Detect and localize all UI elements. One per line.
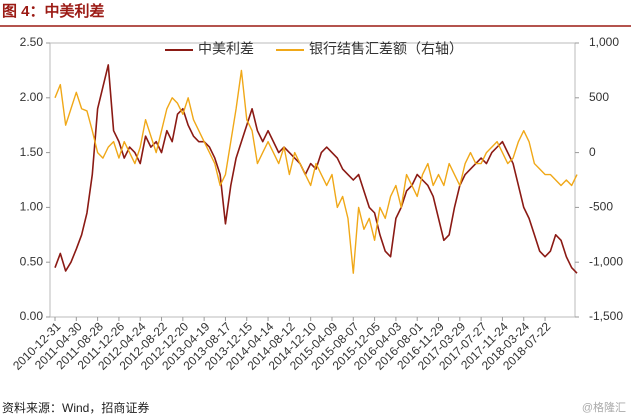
y2-tick-label: 500 [589, 90, 609, 104]
legend-label: 银行结售汇差额（右轴） [309, 41, 463, 57]
y-tick-label: 1.50 [20, 145, 44, 159]
series-line [54, 69, 578, 274]
watermark: @格隆汇 [582, 400, 626, 414]
source: 资料来源：Wind，招商证券 [2, 400, 149, 415]
y-tick-label: 1.00 [20, 200, 44, 214]
y2-tick-label: -1,500 [589, 309, 623, 323]
y2-tick-label: -1,000 [589, 254, 623, 268]
y-tick-label: 0.50 [20, 254, 44, 268]
y-tick-label: 0.00 [20, 309, 44, 323]
y2-tick-label: 0 [589, 145, 596, 159]
series-line [54, 64, 578, 274]
y-tick-label: 2.00 [20, 90, 44, 104]
y2-tick-label: -500 [589, 200, 613, 214]
y-tick-label: 2.50 [20, 35, 44, 49]
chart-title: 图 4：中美利差 [2, 2, 105, 20]
legend-label: 中美利差 [198, 41, 254, 57]
y2-tick-label: 1,000 [589, 35, 619, 49]
